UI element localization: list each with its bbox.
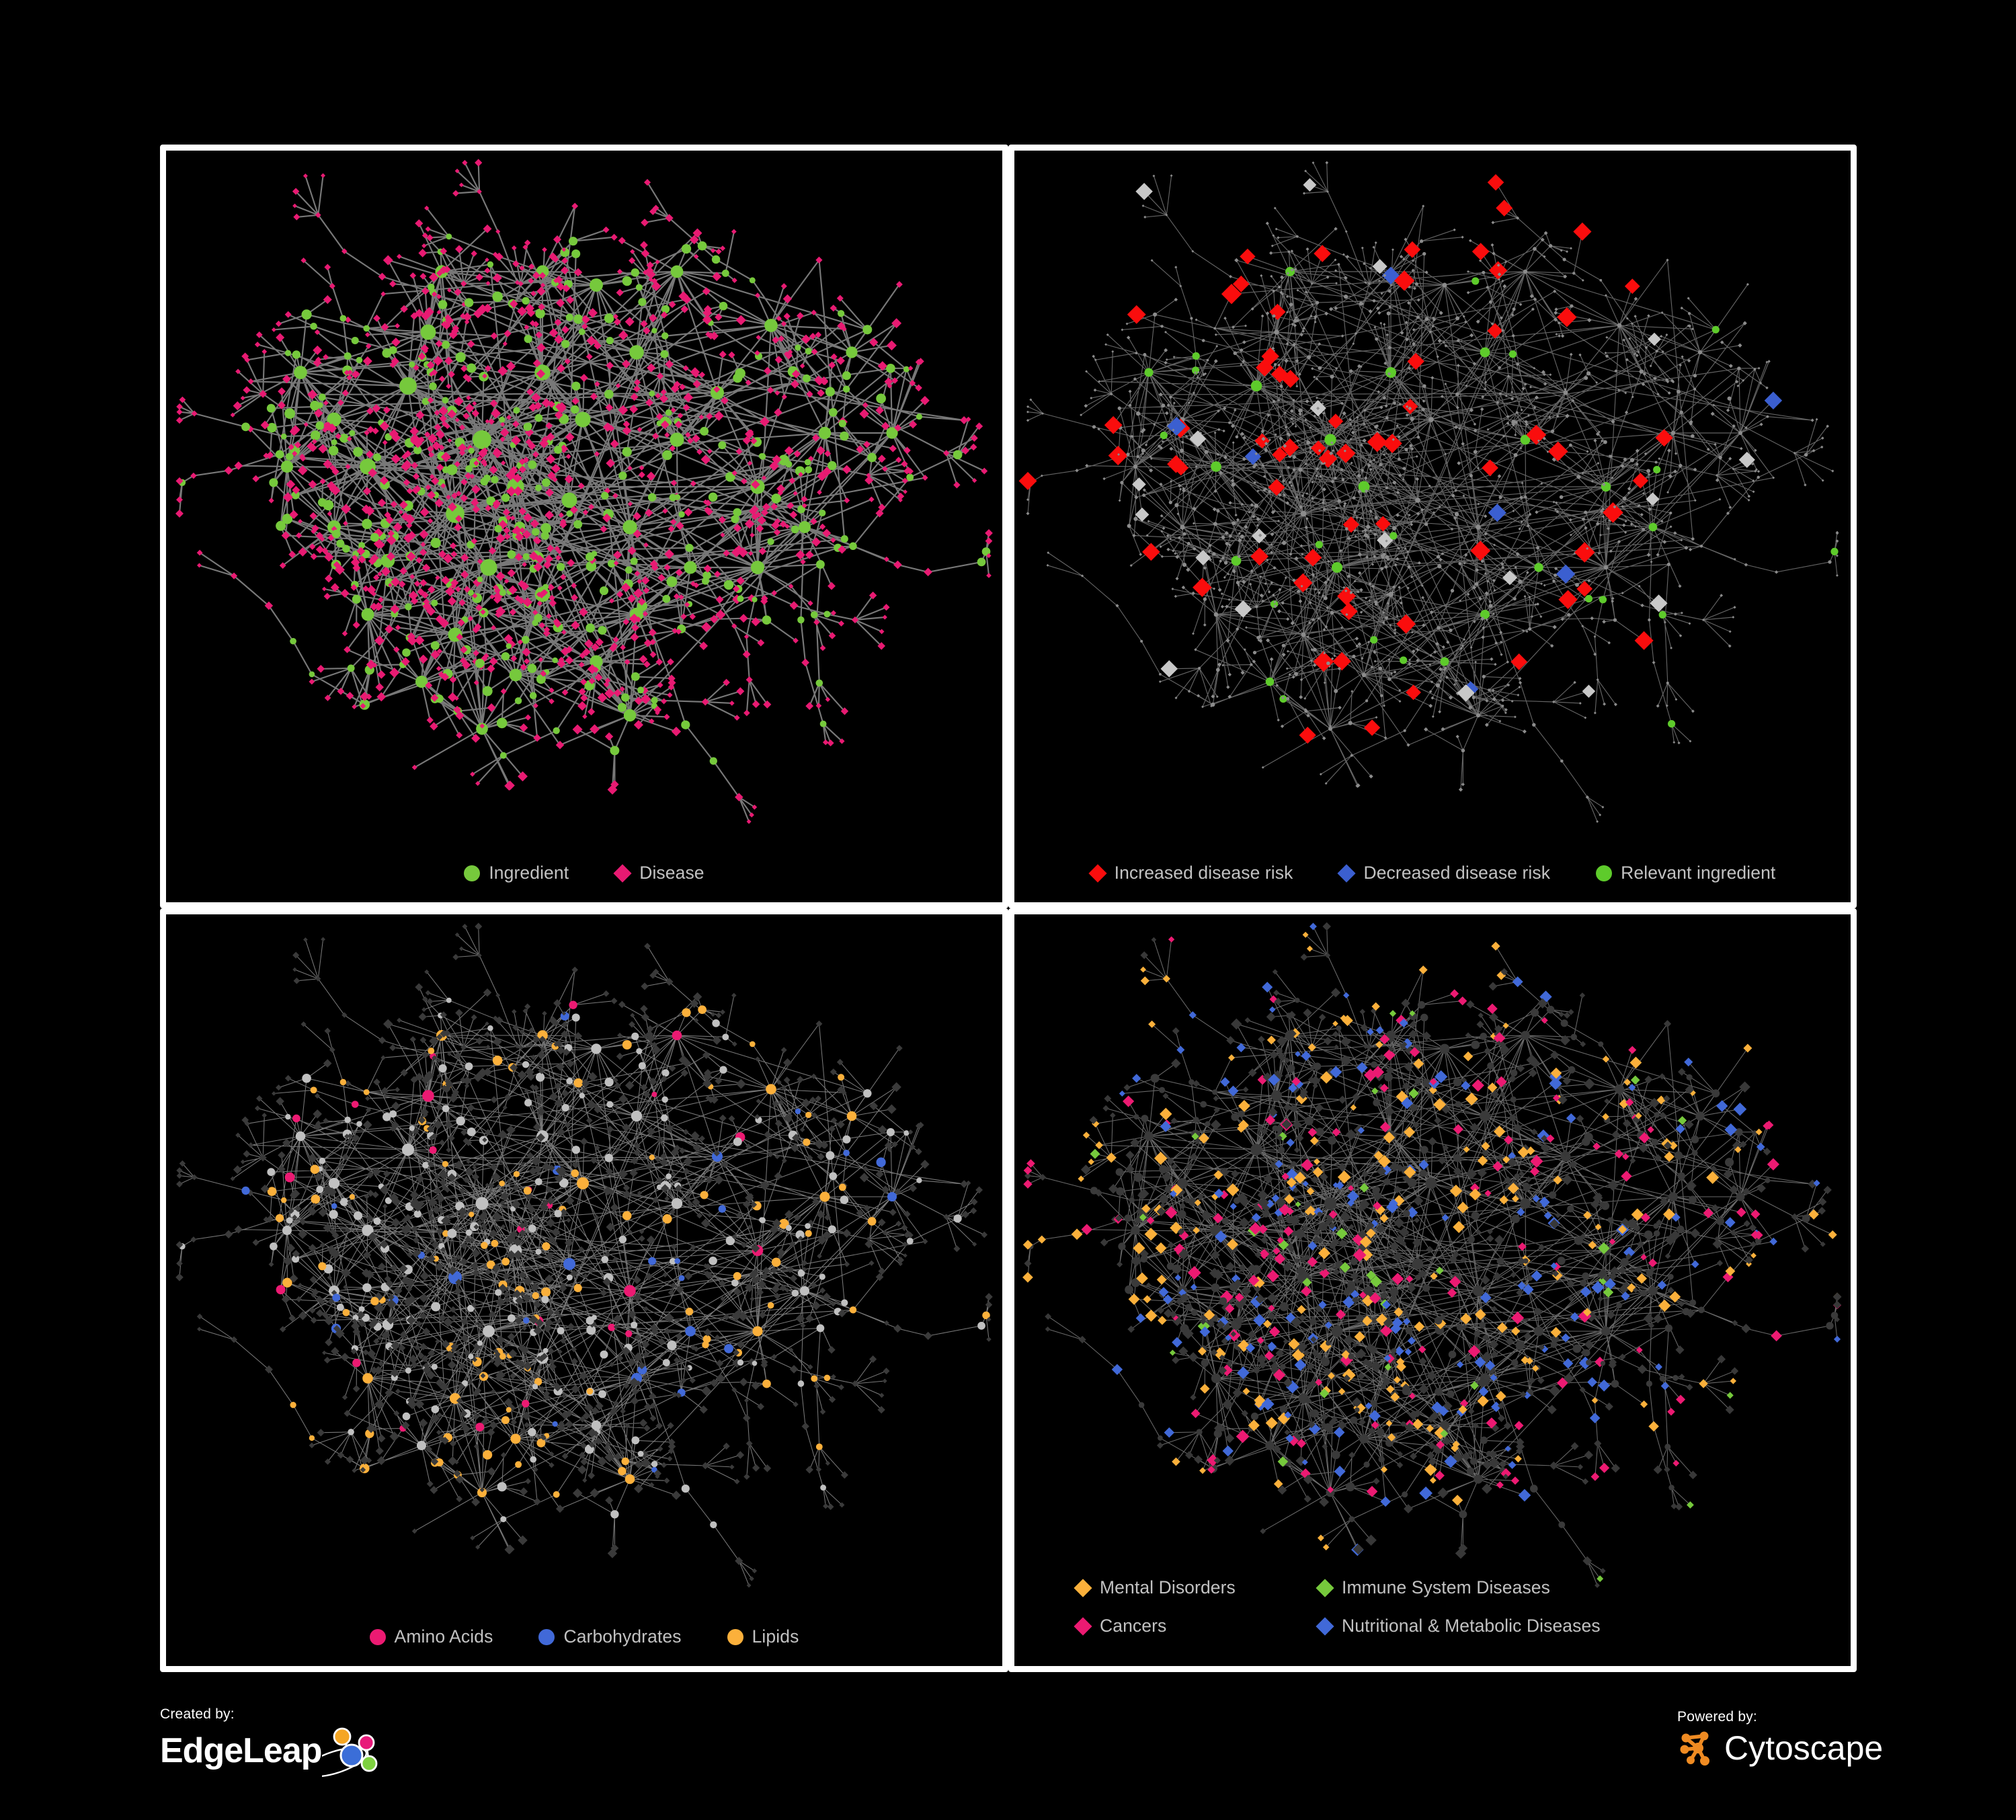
created-by-label: Created by:	[160, 1706, 235, 1722]
panel-disease-class[interactable]: Mental Disorders Immune System Diseases …	[1008, 908, 1857, 1672]
network-disease-class[interactable]	[1014, 914, 1851, 1666]
edgeleap-logo-row: EdgeLeap	[160, 1725, 389, 1777]
cytoscape-logo-row: Cytoscape	[1677, 1727, 1883, 1769]
panel-ingredient-disease[interactable]: Ingredient Disease	[160, 145, 1008, 908]
edgeleap-wordmark: EdgeLeap	[160, 1731, 322, 1770]
edgeleap-brand[interactable]: Created by: EdgeLeap	[160, 1706, 389, 1777]
cytoscape-wordmark: Cytoscape	[1724, 1729, 1884, 1767]
powered-by-label: Powered by:	[1677, 1709, 1757, 1725]
panel-4-canvas: Mental Disorders Immune System Diseases …	[1014, 914, 1851, 1666]
panel-nutrient-class[interactable]: Amino Acids Carbohydrates Lipids	[160, 908, 1008, 1672]
cytoscape-node-logo-icon	[1680, 1731, 1709, 1766]
panel-3-canvas: Amino Acids Carbohydrates Lipids	[166, 914, 1002, 1666]
panel-disease-risk[interactable]: Increased disease risk Decreased disease…	[1008, 145, 1857, 908]
network-nutrient-class[interactable]	[166, 914, 1002, 1666]
network-ingredient-disease[interactable]	[166, 151, 1002, 902]
panel-2-canvas: Increased disease risk Decreased disease…	[1014, 151, 1851, 902]
edgeleap-node-logo-icon	[321, 1727, 377, 1777]
panel-grid: Ingredient Disease Increased	[160, 145, 1857, 1672]
panel-1-canvas: Ingredient Disease	[166, 151, 1002, 902]
network-disease-risk[interactable]	[1014, 151, 1851, 902]
footer: Created by: EdgeLeap Powered by:	[0, 1681, 2016, 1820]
cytoscape-brand[interactable]: Powered by:	[1677, 1709, 1883, 1769]
